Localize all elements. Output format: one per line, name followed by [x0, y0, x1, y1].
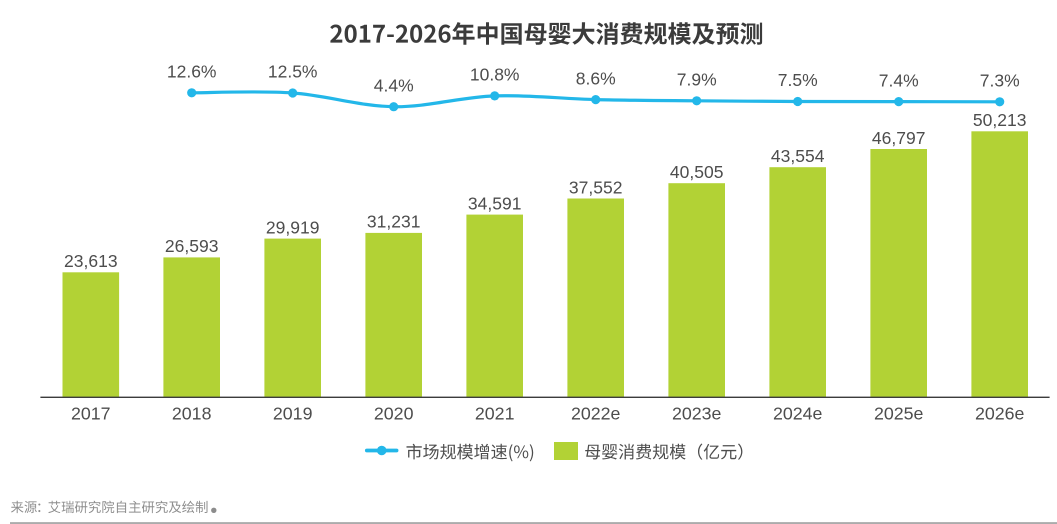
svg-text:2022e: 2022e [571, 404, 621, 424]
svg-text:12.5%: 12.5% [268, 62, 318, 82]
svg-text:2017: 2017 [71, 404, 111, 424]
svg-text:12.6%: 12.6% [167, 62, 217, 82]
svg-text:34,591: 34,591 [468, 193, 522, 213]
svg-text:7.5%: 7.5% [778, 70, 818, 90]
svg-text:23,613: 23,613 [64, 251, 118, 271]
svg-text:2019: 2019 [273, 404, 313, 424]
svg-text:7.4%: 7.4% [879, 70, 919, 90]
svg-text:2025e: 2025e [874, 404, 924, 424]
svg-text:40,505: 40,505 [670, 162, 724, 182]
svg-text:2020: 2020 [374, 404, 414, 424]
svg-text:37,552: 37,552 [569, 177, 623, 197]
svg-text:7.3%: 7.3% [980, 71, 1020, 91]
svg-text:43,554: 43,554 [771, 146, 825, 166]
svg-text:2026e: 2026e [975, 404, 1025, 424]
svg-text:10.8%: 10.8% [470, 65, 520, 85]
svg-text:2024e: 2024e [773, 404, 823, 424]
svg-text:26,593: 26,593 [165, 236, 219, 256]
svg-text:2023e: 2023e [672, 404, 722, 424]
svg-text:29,919: 29,919 [266, 217, 320, 237]
svg-text:7.9%: 7.9% [677, 70, 717, 90]
svg-text:2018: 2018 [172, 404, 212, 424]
svg-text:50,213: 50,213 [973, 110, 1027, 130]
svg-text:46,797: 46,797 [872, 128, 926, 148]
svg-text:4.4%: 4.4% [374, 75, 414, 95]
svg-text:2021: 2021 [475, 404, 515, 424]
svg-text:31,231: 31,231 [367, 212, 421, 232]
svg-text:8.6%: 8.6% [576, 68, 616, 88]
